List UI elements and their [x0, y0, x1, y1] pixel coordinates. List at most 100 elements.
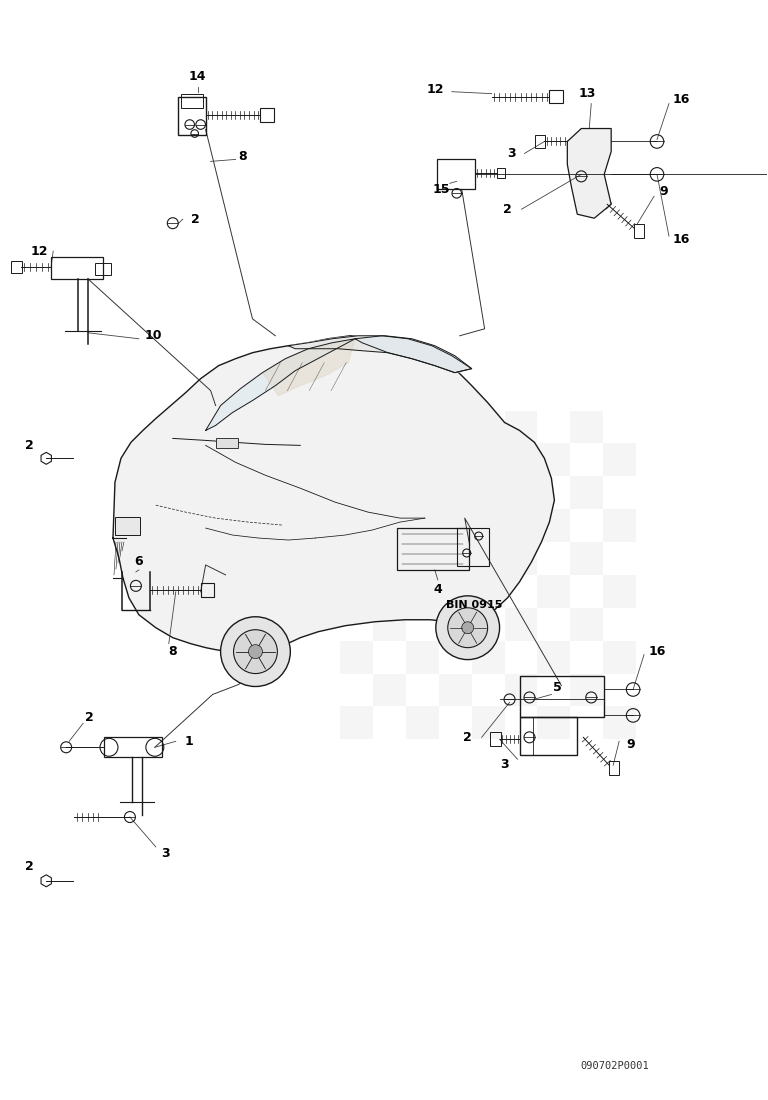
Bar [571, 410, 603, 443]
Circle shape [448, 608, 488, 648]
Bar [603, 575, 636, 608]
Circle shape [249, 645, 263, 659]
Text: 16: 16 [672, 232, 690, 245]
Bar [373, 608, 406, 640]
Bar [519, 717, 578, 756]
Bar [472, 706, 505, 739]
Bar [95, 263, 111, 275]
Bar [505, 410, 538, 443]
Bar [200, 583, 214, 597]
Text: 8: 8 [168, 645, 177, 658]
Circle shape [220, 617, 290, 686]
Bar [340, 575, 373, 608]
Bar [571, 476, 603, 509]
Bar [505, 608, 538, 640]
Bar [519, 675, 604, 717]
Text: 2: 2 [25, 439, 34, 452]
Text: 16: 16 [648, 645, 666, 658]
Bar [340, 443, 373, 476]
Polygon shape [288, 336, 472, 373]
Text: 6: 6 [134, 556, 143, 569]
Circle shape [233, 629, 277, 673]
Bar [406, 706, 439, 739]
Bar [571, 542, 603, 575]
Bar [571, 608, 603, 640]
Bar [439, 608, 472, 640]
Bar [505, 476, 538, 509]
Bar [538, 509, 571, 542]
Bar [373, 542, 406, 575]
Bar [472, 640, 505, 673]
Text: 8: 8 [238, 150, 247, 163]
Bar [538, 640, 571, 673]
Bar [457, 528, 488, 565]
Text: 1: 1 [184, 735, 193, 748]
Bar [115, 517, 140, 535]
Text: 16: 16 [672, 94, 690, 106]
Bar [603, 706, 636, 739]
Text: 3: 3 [161, 847, 170, 860]
Text: 9: 9 [660, 185, 668, 198]
Bar [472, 575, 505, 608]
Bar [571, 673, 603, 706]
Bar [603, 443, 636, 476]
Text: 9: 9 [627, 738, 635, 751]
Bar [439, 410, 472, 443]
Bar [603, 509, 636, 542]
Circle shape [435, 596, 499, 660]
Bar [397, 528, 468, 570]
Text: BIN 0915: BIN 0915 [446, 600, 503, 609]
Bar [538, 575, 571, 608]
Text: 12: 12 [426, 84, 444, 96]
Bar [538, 443, 571, 476]
Text: 4: 4 [433, 583, 442, 596]
Text: 12: 12 [31, 244, 48, 257]
Bar [180, 94, 203, 108]
Bar [216, 439, 237, 449]
Bar [340, 706, 373, 739]
Text: 090702P0001: 090702P0001 [581, 1062, 649, 1071]
Bar [603, 640, 636, 673]
Bar [12, 261, 22, 273]
Bar [260, 108, 274, 122]
Bar [104, 737, 162, 757]
Bar [505, 542, 538, 575]
Polygon shape [113, 336, 554, 656]
Bar [340, 509, 373, 542]
Text: 13: 13 [578, 87, 596, 100]
Text: 2: 2 [191, 212, 200, 226]
Circle shape [462, 621, 474, 634]
Bar [373, 410, 406, 443]
Bar [472, 509, 505, 542]
Bar [439, 542, 472, 575]
Bar [490, 733, 501, 746]
Polygon shape [206, 339, 355, 430]
Text: 3: 3 [507, 147, 516, 160]
Bar [497, 168, 505, 178]
Bar [549, 90, 564, 102]
Bar [406, 575, 439, 608]
Bar [340, 640, 373, 673]
Text: 5: 5 [553, 681, 561, 694]
Text: 14: 14 [189, 70, 207, 84]
Text: 2: 2 [463, 730, 472, 744]
Bar [406, 640, 439, 673]
Bar [406, 509, 439, 542]
Text: scuderia: scuderia [307, 475, 461, 506]
Polygon shape [568, 129, 611, 218]
Bar [505, 673, 538, 706]
Bar [51, 257, 103, 279]
Bar [634, 224, 644, 238]
Bar [439, 476, 472, 509]
Bar [439, 673, 472, 706]
Text: 2: 2 [25, 860, 34, 873]
Text: c  a  r    p  a  r  t  s: c a r p a r t s [320, 528, 448, 542]
Bar [373, 476, 406, 509]
Text: 15: 15 [433, 183, 451, 196]
Polygon shape [263, 339, 355, 396]
Bar [609, 761, 619, 776]
Bar [373, 673, 406, 706]
Polygon shape [355, 336, 472, 373]
Text: 3: 3 [500, 758, 509, 771]
Bar [177, 97, 206, 134]
